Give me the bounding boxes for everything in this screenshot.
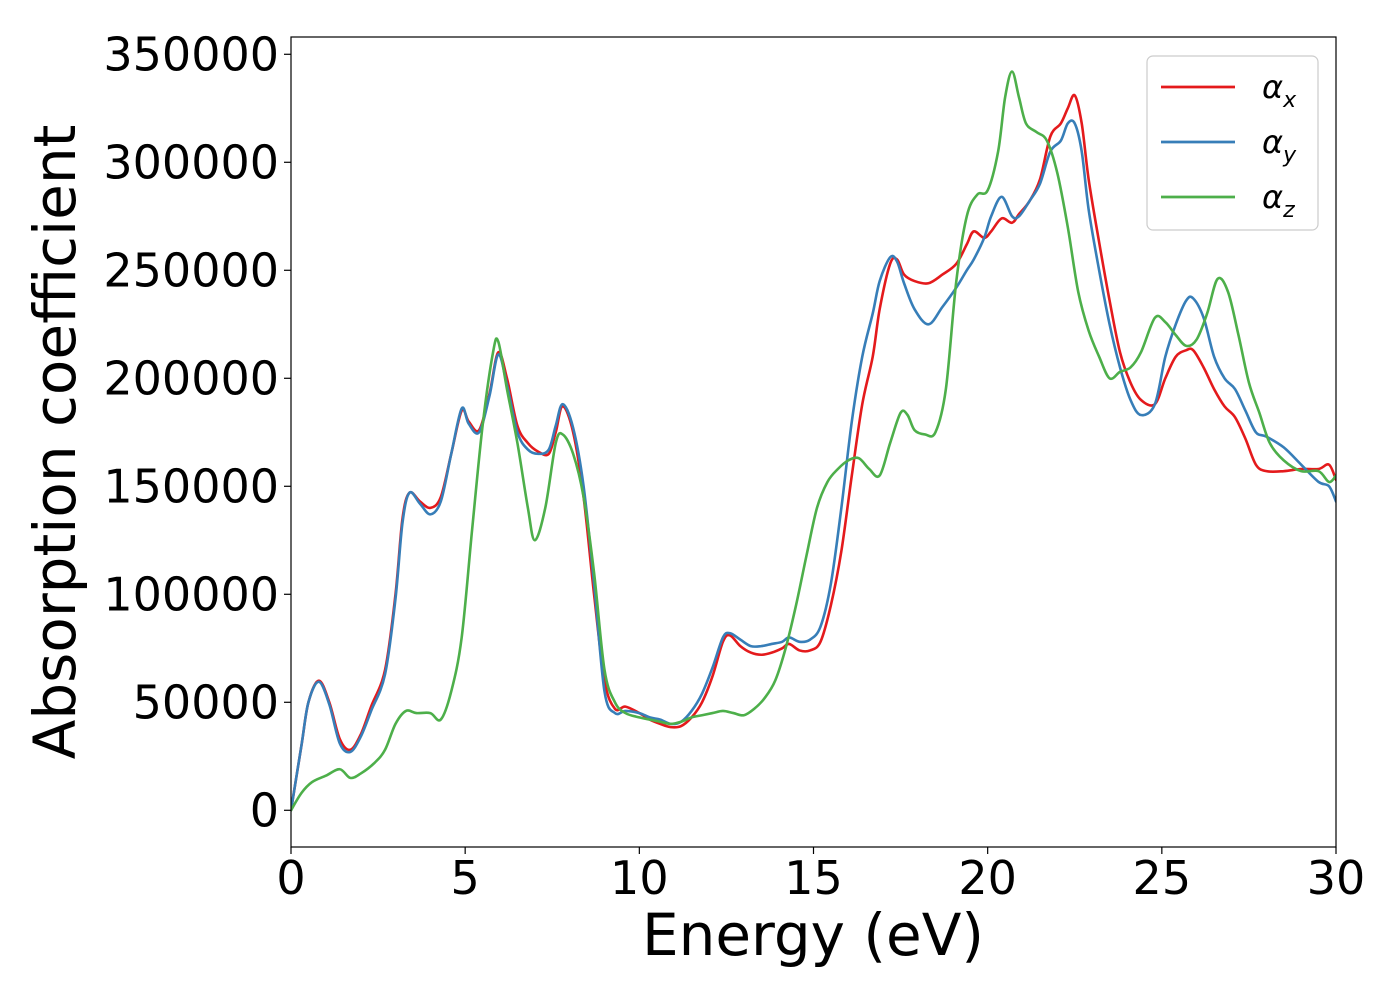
x-tick-label: 20 xyxy=(958,851,1017,905)
legend-label-x: αx xyxy=(1262,68,1297,113)
series-line-y xyxy=(291,119,1336,812)
legend-label-y: αy xyxy=(1262,123,1297,168)
legend: αx αy αz xyxy=(1146,55,1319,231)
legend-label-z: αz xyxy=(1262,178,1295,223)
x-tick-label: 15 xyxy=(784,851,843,905)
y-tick-label: 250000 xyxy=(103,243,279,297)
y-tick-label: 0 xyxy=(250,783,279,837)
x-tick-label: 5 xyxy=(451,851,480,905)
y-tick-label: 350000 xyxy=(103,27,279,81)
y-tick-label: 200000 xyxy=(103,351,279,405)
y-tick-label: 100000 xyxy=(103,567,279,621)
x-tick-label: 25 xyxy=(1133,851,1192,905)
y-tick-label: 50000 xyxy=(133,675,279,729)
x-axis-title: Energy (eV) xyxy=(642,901,984,969)
series-line-z xyxy=(291,70,1336,812)
ticks-layer: 0 5 10 15 20 25 30 0 50000 100000 150000 200000 2500… xyxy=(103,27,1365,905)
y-tick-label: 150000 xyxy=(103,459,279,513)
y-tick-label: 300000 xyxy=(103,135,279,189)
series-layer xyxy=(291,70,1336,812)
x-tick-label: 0 xyxy=(276,851,305,905)
x-tick-label: 30 xyxy=(1307,851,1366,905)
x-tick-label: 10 xyxy=(610,851,669,905)
y-axis-title: Absorption coefficient xyxy=(21,125,89,760)
